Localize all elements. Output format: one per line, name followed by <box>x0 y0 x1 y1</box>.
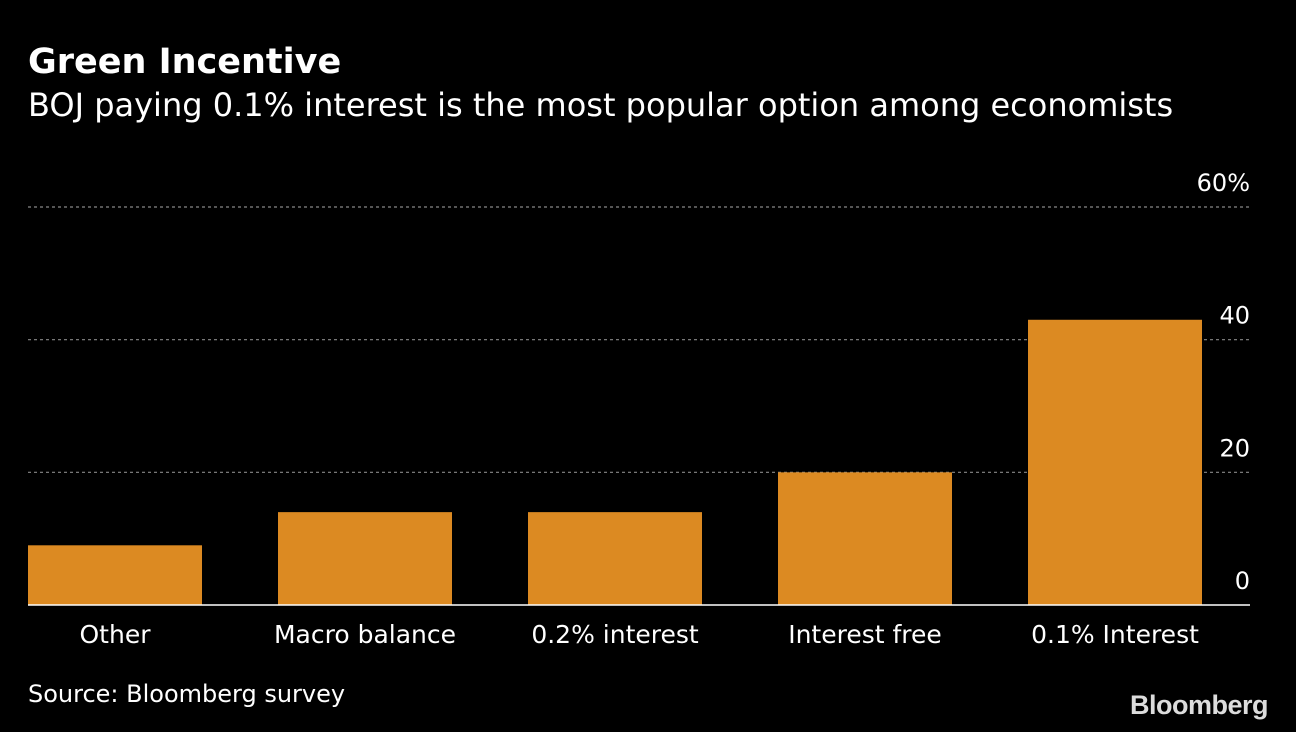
x-tick-label: 0.2% interest <box>531 620 699 649</box>
bar <box>778 472 952 605</box>
chart-title: Green Incentive <box>28 42 342 82</box>
x-tick-label: Other <box>80 620 152 649</box>
y-tick-label: 40 <box>1219 302 1250 330</box>
x-tick-label: 0.1% Interest <box>1031 620 1199 649</box>
y-tick-label: 20 <box>1219 434 1250 462</box>
bar <box>28 545 202 605</box>
tick-labels: 0 20 40 60% Other Macro balance 0.2% interest I… <box>80 169 1250 649</box>
source-note: Source: Bloomberg survey <box>28 680 346 708</box>
y-tick-label: 60% <box>1197 169 1250 197</box>
bars <box>28 319 1202 605</box>
bloomberg-logo: Bloomberg <box>1129 690 1269 720</box>
y-tick-label: 0 <box>1235 567 1250 595</box>
x-tick-label: Macro balance <box>274 620 456 649</box>
chart-subtitle: BOJ paying 0.1% interest is the most pop… <box>28 86 1174 124</box>
bar <box>1028 319 1202 605</box>
bar <box>528 512 702 605</box>
x-tick-label: Interest free <box>788 620 942 649</box>
bar <box>278 512 452 605</box>
